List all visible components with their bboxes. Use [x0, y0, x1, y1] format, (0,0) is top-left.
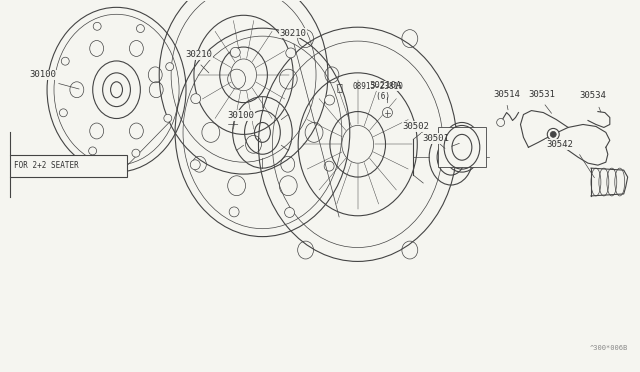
- Circle shape: [61, 57, 69, 65]
- Circle shape: [497, 119, 504, 126]
- Circle shape: [230, 47, 240, 57]
- Circle shape: [93, 22, 101, 30]
- Circle shape: [285, 208, 294, 217]
- Circle shape: [286, 48, 296, 58]
- Text: 30502: 30502: [403, 122, 429, 131]
- Circle shape: [190, 160, 200, 170]
- Text: FOR 2+2 SEATER: FOR 2+2 SEATER: [14, 161, 79, 170]
- Circle shape: [324, 95, 335, 105]
- Text: 30100: 30100: [227, 111, 254, 120]
- Text: 08915-23810: 08915-23810: [353, 82, 404, 91]
- FancyBboxPatch shape: [438, 128, 486, 167]
- Circle shape: [191, 94, 201, 104]
- Circle shape: [550, 131, 556, 137]
- Circle shape: [229, 207, 239, 217]
- Text: 30514: 30514: [493, 90, 520, 99]
- Circle shape: [547, 128, 559, 140]
- Circle shape: [89, 147, 97, 155]
- Circle shape: [136, 25, 145, 32]
- Text: 30501: 30501: [422, 134, 449, 143]
- Circle shape: [383, 108, 392, 118]
- Text: 30534: 30534: [579, 91, 606, 100]
- Text: ^300*006B: ^300*006B: [589, 345, 628, 351]
- Text: 30210: 30210: [186, 51, 212, 60]
- Text: 30210: 30210: [280, 29, 307, 38]
- Text: 30210A: 30210A: [369, 81, 402, 90]
- Circle shape: [166, 62, 173, 71]
- Text: 30100: 30100: [29, 70, 56, 79]
- Text: 30531: 30531: [528, 90, 555, 99]
- Text: (6): (6): [353, 92, 390, 101]
- Circle shape: [132, 149, 140, 157]
- Text: Ⓑ: Ⓑ: [337, 82, 343, 92]
- Circle shape: [324, 161, 334, 171]
- FancyBboxPatch shape: [10, 155, 127, 177]
- Circle shape: [164, 114, 172, 122]
- Text: 30542: 30542: [546, 140, 573, 149]
- Circle shape: [60, 109, 67, 117]
